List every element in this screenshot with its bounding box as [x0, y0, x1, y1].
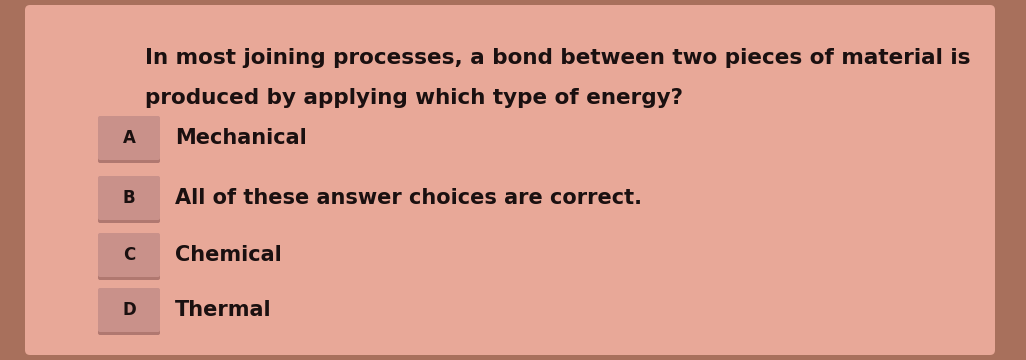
Text: All of these answer choices are correct.: All of these answer choices are correct. — [175, 188, 642, 208]
FancyBboxPatch shape — [98, 288, 160, 332]
FancyBboxPatch shape — [98, 176, 160, 220]
Text: produced by applying which type of energy?: produced by applying which type of energ… — [145, 88, 683, 108]
FancyBboxPatch shape — [25, 5, 995, 355]
FancyBboxPatch shape — [98, 179, 160, 223]
Text: C: C — [123, 246, 135, 264]
Text: Mechanical: Mechanical — [175, 128, 307, 148]
Text: A: A — [122, 129, 135, 147]
Text: Chemical: Chemical — [175, 245, 282, 265]
Text: Thermal: Thermal — [175, 300, 272, 320]
FancyBboxPatch shape — [98, 233, 160, 277]
Text: In most joining processes, a bond between two pieces of material is: In most joining processes, a bond betwee… — [145, 48, 971, 68]
FancyBboxPatch shape — [98, 119, 160, 163]
Text: B: B — [123, 189, 135, 207]
FancyBboxPatch shape — [98, 236, 160, 280]
Text: D: D — [122, 301, 135, 319]
FancyBboxPatch shape — [98, 116, 160, 160]
FancyBboxPatch shape — [98, 291, 160, 335]
